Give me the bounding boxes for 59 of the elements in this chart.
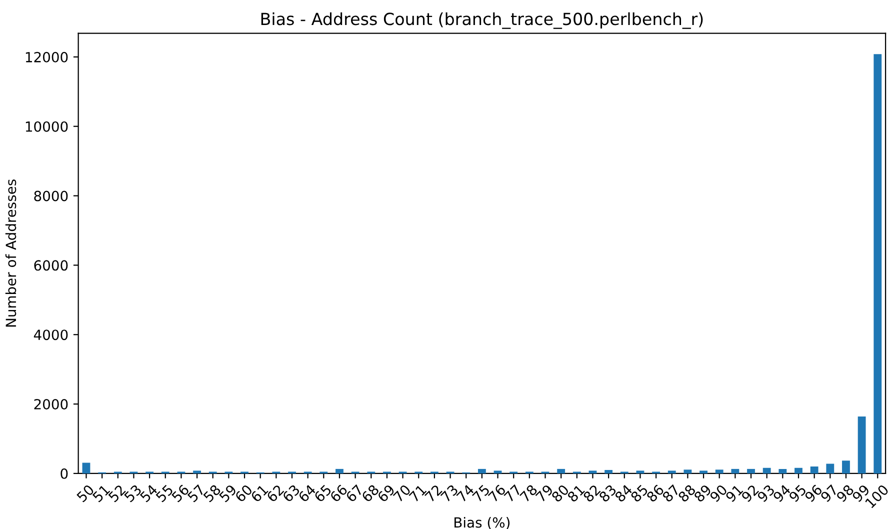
y-tick-label: 0 — [60, 468, 68, 479]
bar — [794, 468, 802, 474]
bar — [858, 416, 866, 474]
bar — [193, 470, 201, 474]
bar — [874, 54, 882, 474]
x-tick-label: 92 — [740, 484, 760, 503]
x-tick-label: 65 — [314, 484, 332, 503]
x-tick-label: 74 — [456, 484, 475, 502]
x-tick-label: 64 — [298, 484, 316, 503]
bar — [636, 470, 644, 474]
x-tick-label: 58 — [202, 484, 222, 503]
x-tick-label: 51 — [92, 484, 110, 503]
bar — [557, 468, 566, 474]
x-tick-label: 56 — [171, 484, 190, 503]
bar — [747, 468, 755, 474]
bar — [842, 460, 850, 474]
bar — [588, 470, 597, 474]
x-tick-label: 78 — [519, 484, 538, 502]
x-tick-label: 52 — [108, 484, 126, 503]
y-tick-label: 2000 — [34, 399, 68, 410]
x-axis-title: Bias (%) — [454, 516, 510, 529]
bar — [778, 468, 787, 474]
bar — [604, 470, 613, 474]
bar — [731, 468, 740, 474]
x-tick-label: 86 — [646, 484, 665, 503]
x-tick-label: 70 — [392, 484, 412, 502]
x-tick-label: 75 — [472, 484, 490, 502]
bar — [494, 470, 502, 474]
x-tick-label: 73 — [440, 484, 459, 502]
y-tick-label: 4000 — [34, 330, 68, 340]
x-tick-label: 62 — [266, 484, 284, 503]
x-tick-label: 61 — [250, 484, 269, 503]
x-tick-label: 98 — [836, 484, 854, 503]
y-tick-label: 10000 — [26, 121, 68, 132]
x-tick-label: 82 — [582, 484, 601, 503]
x-tick-label: 66 — [329, 484, 348, 503]
bar — [668, 470, 676, 474]
bar — [762, 468, 771, 474]
x-tick-label: 85 — [630, 484, 648, 503]
x-tick-label: 81 — [566, 484, 586, 503]
x-tick-label: 71 — [408, 484, 427, 502]
bar — [684, 470, 692, 474]
x-tick-label: 83 — [598, 484, 617, 503]
y-tick-label: 8000 — [34, 190, 68, 202]
bar — [810, 466, 818, 474]
bar — [82, 462, 90, 474]
y-tick-label: 12000 — [26, 52, 68, 62]
x-tick-label: 84 — [614, 484, 633, 503]
y-axis-title: Number of Addresses — [5, 180, 16, 327]
bar — [478, 468, 486, 474]
y-tick-label: 6000 — [34, 260, 68, 271]
bar — [826, 464, 834, 474]
bar — [700, 470, 708, 474]
chart-title: Bias - Address Count (branch_trace_500.perlbench_r) — [261, 12, 703, 29]
x-tick-label: 72 — [424, 484, 442, 502]
x-tick-label: 76 — [488, 484, 506, 502]
bar — [715, 470, 724, 474]
x-tick-label: 53 — [124, 484, 142, 503]
bar — [336, 468, 344, 474]
